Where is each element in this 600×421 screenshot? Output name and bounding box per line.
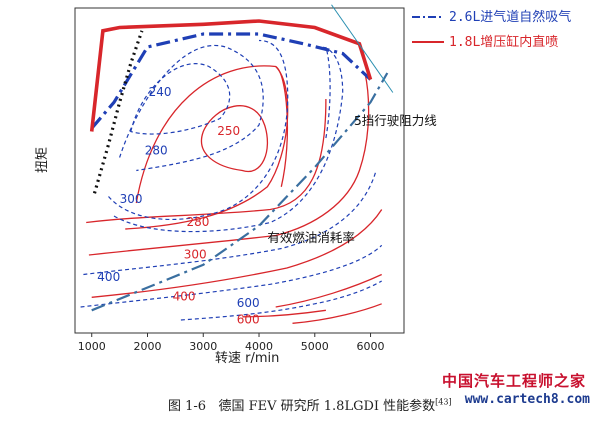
contour-line-2.6l: [325, 46, 331, 139]
x-axis-ticks: 1000 2000 3000 4000 5000 6000: [78, 333, 385, 353]
contour-line-1.8l: [200, 105, 269, 173]
contour-line-2.6l: [83, 170, 377, 276]
contour-line-1.8l: [91, 209, 383, 298]
contours-2.6l: [80, 39, 383, 321]
contour-line-2.6l: [180, 280, 383, 321]
contour-line-1.8l: [292, 303, 382, 324]
contour-label: 400: [97, 270, 120, 284]
contour-label: 280: [187, 215, 210, 229]
watermark-url: www.cartech8.com: [464, 392, 590, 407]
contour-label: 300: [120, 192, 143, 206]
contour-line-2.6l: [108, 39, 289, 221]
x-tick-label: 1000: [78, 340, 106, 353]
contour-line-1.8l: [88, 72, 370, 256]
contour-labels: 250 280 300 400 600 240 280 300 400 600: [97, 85, 259, 327]
annotation-label: 5挡行驶阻力线: [354, 113, 437, 128]
contour-label: 400: [173, 290, 196, 304]
contour-line-1.8l: [86, 98, 327, 224]
contour-label: 600: [237, 296, 260, 310]
contour-line-2.6l: [119, 44, 264, 172]
contour-line-1.8l: [275, 273, 382, 308]
figure-caption-text: 德国 FEV 研究所 1.8LGDI 性能参数: [218, 399, 436, 414]
axes-frame: [74, 7, 405, 334]
x-tick-label: 2000: [133, 340, 161, 353]
x-tick-label: 3000: [189, 340, 217, 353]
contour-line-2.6l: [130, 63, 231, 135]
contour-line-2.6l: [80, 244, 383, 308]
plot-frame: [74, 7, 405, 334]
contour-label: 250: [217, 124, 240, 138]
x-tick-label: 5000: [301, 340, 329, 353]
series-line-full-load: [90, 32, 372, 130]
contours-1.8l: [86, 65, 383, 324]
contour-label: 280: [145, 143, 168, 157]
contour-label: 300: [184, 247, 207, 261]
contour-label: 600: [237, 312, 260, 326]
figure-reference: [43]: [435, 397, 452, 407]
series-line-road-load: [91, 72, 389, 312]
figure-caption: 图 1-6 德国 FEV 研究所 1.8LGDI 性能参数[43]: [168, 395, 452, 414]
contour-line-1.8l: [242, 309, 326, 318]
x-tick-label: 4000: [245, 340, 273, 353]
legend-label: 1.8L增压缸内直喷: [449, 34, 558, 50]
x-tick-label: 6000: [357, 340, 385, 353]
legend: 2.6L进气道自然吸气 1.8L增压缸内直喷: [412, 9, 571, 50]
road-load-guide: [331, 4, 394, 93]
contour-line-2.6l: [113, 46, 344, 233]
legend-label: 2.6L进气道自然吸气: [449, 9, 571, 25]
x-axis-label: 转速 r/min: [215, 351, 279, 366]
annotation-label: 有效燃油消耗率: [267, 230, 355, 245]
series-line-full-load: [89, 19, 373, 132]
figure-number: 图 1-6: [168, 399, 207, 414]
contour-label: 240: [149, 85, 172, 99]
y-axis-label: 扭矩: [35, 147, 50, 173]
watermark-title: 中国汽车工程师之家: [441, 372, 586, 390]
series-lines: [89, 4, 394, 312]
